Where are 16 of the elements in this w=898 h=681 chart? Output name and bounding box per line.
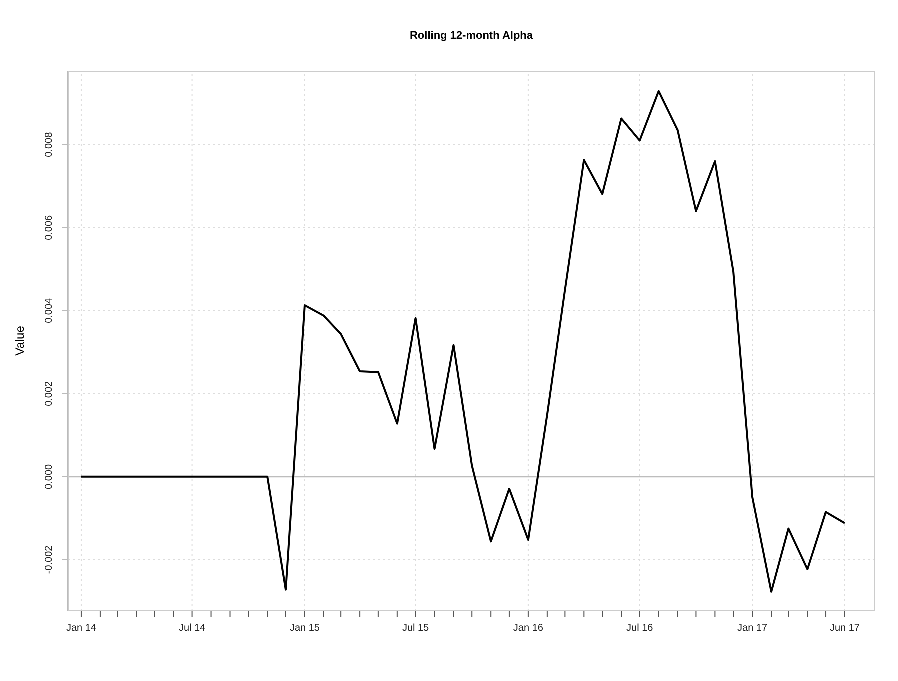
x-tick-label: Jul 14 bbox=[178, 623, 206, 634]
y-tick-label: 0.006 bbox=[44, 214, 55, 240]
x-tick-label: Jan 16 bbox=[513, 623, 544, 634]
y-tick-label: -0.002 bbox=[44, 545, 55, 574]
y-tick-label: 0.004 bbox=[44, 298, 55, 324]
x-tick-label: Jul 16 bbox=[626, 623, 654, 634]
x-tick-label: Jul 15 bbox=[402, 623, 430, 634]
x-tick-label: Jan 14 bbox=[66, 623, 97, 634]
y-axis-title: Value bbox=[12, 325, 28, 358]
y-tick-label: 0.008 bbox=[44, 132, 55, 158]
x-tick-label: Jan 15 bbox=[290, 623, 320, 634]
x-tick-label: Jan 17 bbox=[738, 623, 768, 634]
chart-title: Rolling 12-month Alpha bbox=[408, 30, 534, 42]
y-tick-label: 0.000 bbox=[44, 464, 55, 490]
x-tick-label: Jun 17 bbox=[830, 623, 860, 634]
y-tick-label: 0.002 bbox=[44, 380, 55, 406]
